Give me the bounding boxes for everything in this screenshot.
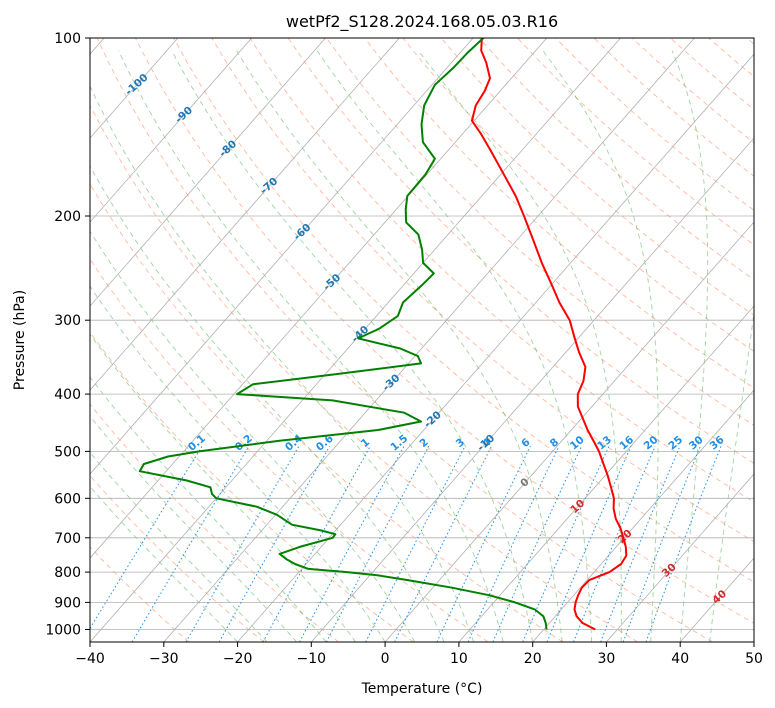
isotherms xyxy=(90,38,754,642)
temperature-profile xyxy=(470,38,628,631)
y-axis-title: Pressure (hPa) xyxy=(12,290,28,390)
moist-adiabat xyxy=(90,165,445,642)
mixing-ratio-line xyxy=(262,445,371,642)
dry-adiabat xyxy=(287,38,754,464)
x-axis-title: Temperature (°C) xyxy=(361,681,483,697)
moist-adiabat xyxy=(542,50,659,642)
mixing-ratio-line xyxy=(218,445,331,642)
dry-adiabat xyxy=(96,38,713,642)
chart-title: wetPf2_S128.2024.168.05.03.R16 xyxy=(286,12,558,32)
dry-adiabat xyxy=(90,403,339,642)
dry-adiabat xyxy=(90,104,639,642)
isotherm-line xyxy=(90,38,474,475)
x-axis: −40 −30 −20 −10 0 10 20 30 40 50 xyxy=(75,642,763,667)
moist-adiabat xyxy=(236,50,563,642)
mixing-ratio-line xyxy=(131,445,250,642)
isotherm-line xyxy=(384,221,754,642)
isotherm-line xyxy=(310,137,754,642)
x-tick-label: −20 xyxy=(223,651,253,667)
x-tick-label: −30 xyxy=(149,651,179,667)
plot-frame xyxy=(89,37,755,643)
moist-adiabat xyxy=(671,50,709,642)
x-tick-label: −10 xyxy=(297,651,327,667)
isotherm-line xyxy=(90,38,621,642)
x-tick-label: 50 xyxy=(745,651,763,667)
y-tick-label: 600 xyxy=(54,491,81,507)
isotherm-line xyxy=(90,38,253,223)
x-tick-label: 30 xyxy=(597,651,615,667)
y-tick-label: 400 xyxy=(54,387,81,403)
mixing-ratio-line xyxy=(622,446,701,642)
dry-adiabats xyxy=(90,38,754,642)
isotherm-line xyxy=(532,389,754,642)
moist-adiabat xyxy=(316,50,593,642)
moist-adiabat xyxy=(90,230,416,642)
isotherm-line xyxy=(237,53,754,642)
mixing-ratio-line xyxy=(394,445,493,642)
moist-adiabat xyxy=(90,451,268,642)
moist-adiabats xyxy=(90,50,754,642)
moist-adiabat xyxy=(709,308,754,642)
moist-adiabat xyxy=(90,85,475,642)
moist-adiabat xyxy=(90,415,297,642)
moist-adiabat xyxy=(90,376,327,642)
dry-adiabat xyxy=(90,258,489,642)
moist-adiabat xyxy=(118,50,504,642)
x-tick-label: 0 xyxy=(381,651,390,667)
x-tick-label: −40 xyxy=(75,651,105,667)
dry-adiabat xyxy=(326,38,754,426)
dry-adiabat xyxy=(173,38,754,583)
isotherm-line xyxy=(163,38,695,642)
mixing-ratio-line xyxy=(645,446,722,642)
pressure-gridlines xyxy=(90,38,754,630)
moist-adiabat xyxy=(90,285,386,642)
dewpoint-profile xyxy=(138,38,548,630)
y-tick-label: 500 xyxy=(54,444,81,460)
dry-adiabat xyxy=(402,38,754,352)
y-tick-label: 1000 xyxy=(45,623,81,639)
dry-adiabat xyxy=(90,183,564,642)
y-axis: 100 200 300 400 500 600 700 800 900 1000 xyxy=(45,31,90,639)
mixing-ratio-line xyxy=(365,445,466,642)
y-tick-label: 100 xyxy=(54,31,81,47)
isotherm-line xyxy=(90,38,326,307)
isotherm-line xyxy=(458,305,754,642)
dry-adiabat xyxy=(134,38,754,624)
dry-adiabat xyxy=(90,474,265,642)
mixing-ratio-line xyxy=(522,445,610,642)
x-tick-label: 40 xyxy=(671,651,689,667)
mixing-ratio-line xyxy=(90,445,203,630)
isotherm-line xyxy=(606,473,754,642)
moist-adiabat xyxy=(90,485,238,642)
isotherm-line xyxy=(90,38,400,391)
x-tick-label: 20 xyxy=(524,651,542,667)
y-tick-label: 300 xyxy=(54,313,81,329)
isotherm-line xyxy=(90,38,548,559)
y-tick-label: 800 xyxy=(54,565,81,581)
sounding-profiles xyxy=(138,38,628,631)
moist-adiabat xyxy=(417,50,622,642)
x-tick-label: 10 xyxy=(450,651,468,667)
y-tick-label: 200 xyxy=(54,209,81,225)
y-tick-label: 900 xyxy=(54,595,81,611)
y-tick-label: 700 xyxy=(54,531,81,547)
